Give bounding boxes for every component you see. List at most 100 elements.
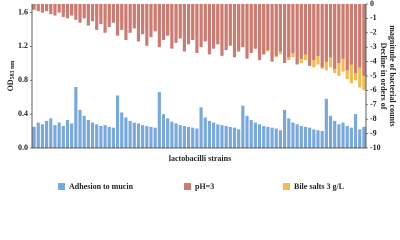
bar xyxy=(295,124,299,148)
bar xyxy=(32,4,36,10)
bar xyxy=(266,4,270,51)
bar xyxy=(249,120,253,148)
bar xyxy=(70,4,74,16)
bar xyxy=(36,4,40,12)
bar xyxy=(53,4,57,16)
y2-tick-label: -9 xyxy=(370,128,377,137)
legend-label: Adhesion to mucin xyxy=(69,182,134,191)
bar xyxy=(90,122,95,148)
bar xyxy=(103,125,107,148)
bar xyxy=(345,4,349,71)
bar xyxy=(316,130,320,148)
bar xyxy=(266,126,270,148)
bar xyxy=(191,127,195,148)
bar xyxy=(178,4,182,39)
bar xyxy=(203,4,207,42)
bar xyxy=(116,4,120,36)
y2-tick-label: -2 xyxy=(370,28,377,37)
bar xyxy=(145,125,149,148)
bar xyxy=(262,4,266,55)
bar xyxy=(262,125,266,148)
bar xyxy=(320,4,324,68)
bar xyxy=(278,4,282,52)
bar xyxy=(216,4,220,45)
bar xyxy=(224,4,228,51)
y-axis-label-sub: 583 nm xyxy=(10,61,16,80)
y2-tick-label: 0 xyxy=(370,0,374,8)
bar xyxy=(216,124,220,148)
bar xyxy=(161,4,166,40)
bar xyxy=(253,122,257,148)
bar xyxy=(174,4,178,43)
bar xyxy=(170,121,174,148)
bar xyxy=(86,4,90,26)
y2-tick-label: -8 xyxy=(370,114,377,123)
bar xyxy=(57,122,61,148)
bar xyxy=(136,4,141,42)
bar xyxy=(86,120,90,148)
bar xyxy=(199,107,203,148)
bar xyxy=(245,115,249,148)
bar xyxy=(70,123,74,148)
y2-tick-label: -7 xyxy=(370,100,377,109)
bar xyxy=(320,131,324,148)
bar xyxy=(57,4,61,13)
y2-tick-label: -6 xyxy=(370,85,377,94)
bar xyxy=(241,4,245,48)
bar xyxy=(136,123,141,148)
bar xyxy=(287,118,291,148)
bar xyxy=(232,127,237,148)
bar xyxy=(291,4,295,53)
bar xyxy=(195,128,199,148)
bar xyxy=(278,130,282,148)
y-tick-label: 1.2 xyxy=(18,41,28,50)
bar xyxy=(245,4,249,59)
bar xyxy=(40,124,45,148)
bar xyxy=(195,4,199,53)
chart: lactobacilli strains OD583 nm Decline in… xyxy=(6,0,397,191)
bar xyxy=(207,4,212,55)
y2-tick-label: -10 xyxy=(370,143,381,152)
bar xyxy=(353,114,358,148)
bar xyxy=(166,118,170,148)
bar xyxy=(65,4,70,19)
bar xyxy=(128,120,132,148)
y2-tick-label: -3 xyxy=(370,42,377,51)
bar xyxy=(107,4,111,28)
x-axis-label: lactobacilli strains xyxy=(169,154,231,163)
bar xyxy=(120,112,124,148)
bar xyxy=(132,4,136,29)
bar xyxy=(186,126,191,148)
bar xyxy=(40,4,45,13)
bar xyxy=(253,4,257,49)
bar xyxy=(207,120,212,148)
bar xyxy=(308,127,312,148)
legend-label: pH=3 xyxy=(195,182,214,191)
bar xyxy=(99,4,103,25)
bar xyxy=(116,95,120,148)
bar xyxy=(99,125,103,148)
y-axis-label: OD583 nm xyxy=(6,61,17,92)
bar xyxy=(74,4,78,20)
bar xyxy=(232,4,237,58)
bar xyxy=(212,122,216,148)
bar xyxy=(220,4,224,56)
bar xyxy=(257,4,262,61)
bar xyxy=(141,125,145,148)
y2-tick-label: -1 xyxy=(370,13,377,22)
bar xyxy=(191,4,195,40)
bar xyxy=(61,125,65,148)
bar xyxy=(212,4,216,49)
bar xyxy=(95,124,99,148)
bar xyxy=(241,105,245,148)
bar xyxy=(153,4,157,32)
legend-swatch xyxy=(58,183,65,190)
bar xyxy=(182,125,186,148)
bar xyxy=(274,4,278,56)
bar xyxy=(149,4,153,38)
bar xyxy=(161,114,166,148)
bar xyxy=(182,4,186,52)
legend-swatch xyxy=(283,183,290,190)
bar xyxy=(82,115,86,148)
bar xyxy=(186,4,191,45)
